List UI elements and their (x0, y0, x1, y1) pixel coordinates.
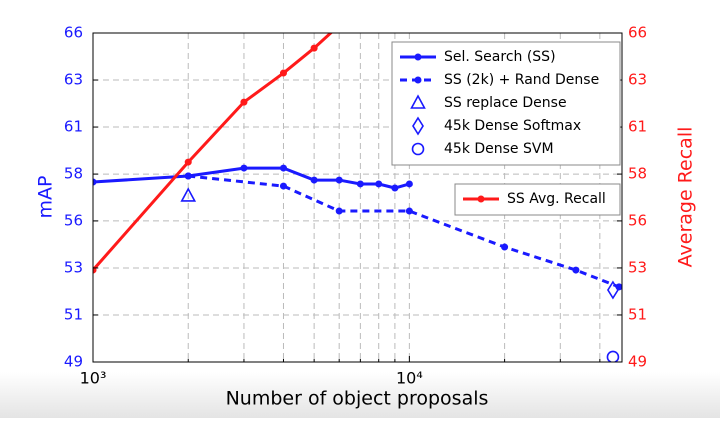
point (405, 180, 413, 188)
point (335, 176, 343, 184)
y2-tick-label: 61 (628, 118, 647, 136)
point (572, 266, 580, 274)
point (501, 243, 509, 251)
y-tick-label: 56 (64, 211, 83, 229)
legend-box (391, 41, 621, 166)
point (240, 164, 248, 172)
point (410, 94, 426, 109)
point (184, 172, 192, 180)
y-tick-label: 53 (64, 258, 83, 276)
x-tick-label: 10³ (80, 369, 107, 388)
y-tick-label: 63 (64, 71, 83, 89)
y2-tick-label: 66 (628, 24, 647, 42)
point (336, 22, 343, 29)
y-tick-label: 49 (64, 353, 83, 371)
y-tick-label: 61 (64, 118, 83, 136)
plot-area (93, 22, 622, 362)
background-fade (0, 372, 720, 418)
y-tick-label: 58 (64, 165, 83, 183)
x-tick-label: 10⁴ (396, 369, 423, 388)
point (606, 280, 619, 300)
legend-label: SS Avg. Recall (507, 191, 606, 207)
x-axis-label: Number of object proposals (226, 388, 489, 410)
plot-frame (92, 32, 623, 363)
legend-label: SS (2k) + Rand Dense (444, 72, 599, 88)
y2-tick-label: 53 (628, 258, 647, 276)
point (414, 76, 422, 84)
legend-label: 45k Dense Softmax (444, 118, 581, 134)
legend-label: 45k Dense SVM (444, 141, 554, 157)
y-tick-label: 51 (64, 305, 83, 323)
y2-tick-label: 56 (628, 211, 647, 229)
y2-axis-label: Average Recall (675, 127, 697, 268)
y2-tick-label: 63 (628, 71, 647, 89)
y2-tick-label: 51 (628, 305, 647, 323)
point (606, 350, 620, 362)
point (184, 158, 192, 166)
point (477, 195, 485, 203)
legends: Sel. Search (SS) SS (2k) + Rand Dense SS r… (391, 41, 621, 216)
point (411, 142, 425, 156)
point (279, 69, 287, 77)
axes: 49 51 53 56 58 61 63 66 49 51 53 56 58 61 63 66 10³ 10⁴ (64, 24, 647, 388)
y-axis-label: mAP (35, 176, 57, 219)
point (391, 184, 399, 192)
y2-tick-label: 58 (628, 165, 647, 183)
legend-label: SS replace Dense (444, 95, 567, 111)
point (180, 187, 197, 202)
point (414, 53, 422, 61)
point (310, 176, 318, 184)
y-tick-label: 66 (64, 24, 83, 42)
y2-tick-label: 49 (628, 353, 647, 371)
point (405, 207, 413, 215)
point (279, 164, 287, 172)
point (412, 116, 424, 136)
point (335, 207, 343, 215)
point (93, 178, 97, 186)
point (356, 180, 364, 188)
point (240, 98, 248, 106)
point (310, 44, 318, 52)
legend-label: Sel. Search (SS) (444, 49, 556, 65)
series-line (93, 33, 333, 272)
point (375, 180, 383, 188)
point (279, 182, 287, 190)
series-line (93, 166, 410, 190)
